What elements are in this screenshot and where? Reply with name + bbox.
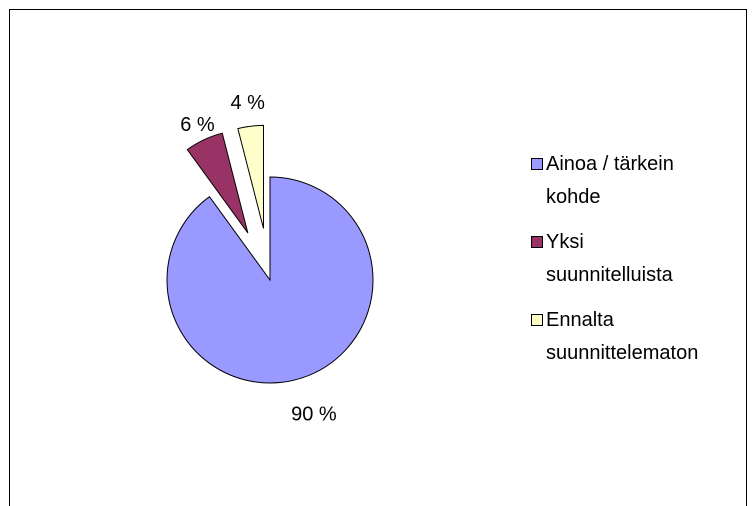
legend-item: Ainoa / tärkein kohde (531, 148, 706, 214)
legend-swatch (531, 236, 543, 248)
legend-label: Ennalta suunnittelematon (546, 309, 699, 364)
data-label: 4 % (230, 92, 265, 114)
legend-label: Yksi suunnitelluista (546, 231, 673, 286)
legend-swatch (531, 158, 543, 170)
pie-slice (237, 124, 264, 229)
legend-item: Ennalta suunnittelematon (531, 304, 706, 370)
legend-item: Yksi suunnitelluista (531, 226, 706, 292)
legend-label: Ainoa / tärkein kohde (546, 153, 674, 208)
pie-slice (186, 132, 249, 234)
data-label: 90 % (291, 403, 337, 425)
data-label: 6 % (180, 114, 215, 136)
legend: Ainoa / tärkein kohde Yksi suunnitelluist… (531, 148, 706, 382)
legend-swatch (531, 314, 543, 326)
chart-frame (9, 9, 747, 506)
pie-slice (166, 176, 374, 384)
